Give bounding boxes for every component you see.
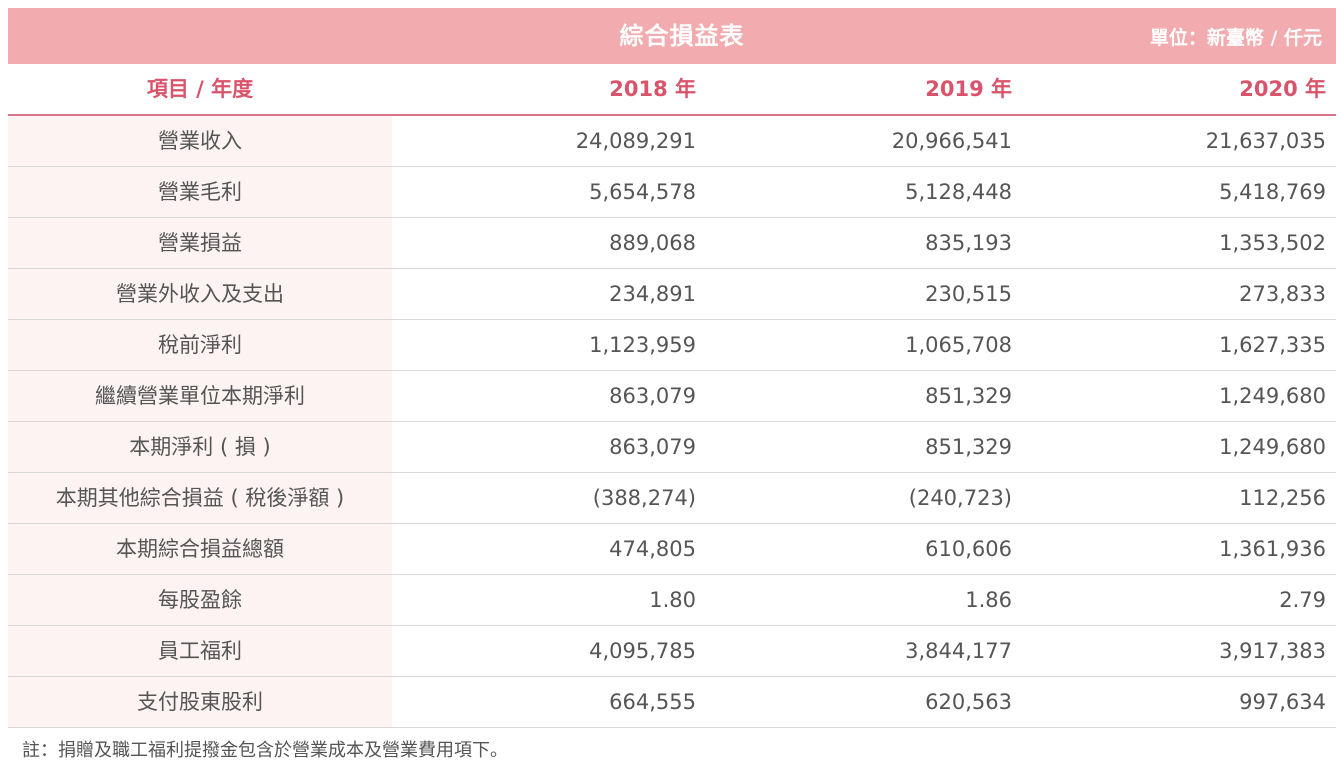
table-title: 綜合損益表 [619, 22, 745, 50]
row-value-2018: 474,805 [609, 537, 696, 561]
table-row: 稅前淨利 1,123,959 1,065,708 1,627,335 [8, 320, 1336, 371]
row-value-2018: 863,079 [609, 384, 696, 408]
row-value-2019: 1,065,708 [905, 333, 1012, 357]
row-item-label: 每股盈餘 [8, 575, 392, 625]
row-item-label: 支付股東股利 [8, 677, 392, 727]
row-value-2020: 112,256 [1239, 486, 1326, 510]
row-value-2018: (388,274) [592, 486, 696, 510]
table-row: 員工福利 4,095,785 3,844,177 3,917,383 [8, 626, 1336, 677]
row-value-2020: 997,634 [1239, 690, 1326, 714]
row-item-label: 本期綜合損益總額 [8, 524, 392, 574]
row-value-2020: 21,637,035 [1205, 129, 1326, 153]
row-value-2020: 1,627,335 [1219, 333, 1326, 357]
table-row: 本期其他綜合損益 ( 稅後淨額 ) (388,274) (240,723) 112,2… [8, 473, 1336, 524]
row-value-2018: 24,089,291 [575, 129, 696, 153]
row-value-2019: 3,844,177 [905, 639, 1012, 663]
row-item-label: 繼續營業單位本期淨利 [8, 371, 392, 421]
row-item-label: 本期其他綜合損益 ( 稅後淨額 ) [8, 473, 392, 523]
row-value-2020: 2.79 [1279, 588, 1326, 612]
row-value-2019: 20,966,541 [891, 129, 1012, 153]
table-row: 支付股東股利 664,555 620,563 997,634 [8, 677, 1336, 728]
table-row: 每股盈餘 1.80 1.86 2.79 [8, 575, 1336, 626]
row-value-2018: 1,123,959 [589, 333, 696, 357]
row-value-2018: 4,095,785 [589, 639, 696, 663]
row-value-2020: 1,249,680 [1219, 435, 1326, 459]
row-value-2020: 5,418,769 [1219, 180, 1326, 204]
row-value-2019: 5,128,448 [905, 180, 1012, 204]
row-value-2019: 610,606 [925, 537, 1012, 561]
row-item-label: 營業收入 [8, 116, 392, 166]
row-value-2019: (240,723) [908, 486, 1012, 510]
footnote: 註：捐贈及職工福利提撥金包含於營業成本及營業費用項下。 [22, 740, 508, 761]
table-title-bar: 綜合損益表 單位：新臺幣 / 仟元 [8, 8, 1336, 64]
row-value-2018: 863,079 [609, 435, 696, 459]
row-value-2019: 851,329 [925, 435, 1012, 459]
table-row: 營業毛利 5,654,578 5,128,448 5,418,769 [8, 167, 1336, 218]
row-value-2019: 620,563 [925, 690, 1012, 714]
row-value-2020: 1,361,936 [1219, 537, 1326, 561]
header-2019: 2019 年 [925, 77, 1012, 101]
row-value-2020: 273,833 [1239, 282, 1326, 306]
header-2020: 2020 年 [1239, 77, 1326, 101]
header-item-year: 項目 / 年度 [146, 77, 254, 101]
header-2018: 2018 年 [609, 77, 696, 101]
table-row: 本期淨利 ( 損 ) 863,079 851,329 1,249,680 [8, 422, 1336, 473]
table-row: 營業損益 889,068 835,193 1,353,502 [8, 218, 1336, 269]
row-item-label: 本期淨利 ( 損 ) [8, 422, 392, 472]
row-value-2018: 234,891 [609, 282, 696, 306]
income-statement-table: 綜合損益表 單位：新臺幣 / 仟元 項目 / 年度 2018 年 2019 年 … [8, 8, 1336, 728]
row-value-2019: 851,329 [925, 384, 1012, 408]
table-row: 營業收入 24,089,291 20,966,541 21,637,035 [8, 116, 1336, 167]
row-item-label: 營業損益 [8, 218, 392, 268]
row-item-label: 營業外收入及支出 [8, 269, 392, 319]
table-row: 本期綜合損益總額 474,805 610,606 1,361,936 [8, 524, 1336, 575]
row-value-2018: 889,068 [609, 231, 696, 255]
row-value-2019: 1.86 [965, 588, 1012, 612]
row-item-label: 稅前淨利 [8, 320, 392, 370]
row-value-2020: 1,353,502 [1219, 231, 1326, 255]
table-row: 營業外收入及支出 234,891 230,515 273,833 [8, 269, 1336, 320]
row-value-2019: 835,193 [925, 231, 1012, 255]
table-row: 繼續營業單位本期淨利 863,079 851,329 1,249,680 [8, 371, 1336, 422]
unit-label: 單位：新臺幣 / 仟元 [1149, 27, 1322, 49]
row-value-2019: 230,515 [925, 282, 1012, 306]
row-value-2018: 5,654,578 [589, 180, 696, 204]
row-value-2018: 664,555 [609, 690, 696, 714]
row-item-label: 員工福利 [8, 626, 392, 676]
table-header-row: 項目 / 年度 2018 年 2019 年 2020 年 [8, 64, 1336, 116]
row-item-label: 營業毛利 [8, 167, 392, 217]
row-value-2020: 1,249,680 [1219, 384, 1326, 408]
row-value-2018: 1.80 [649, 588, 696, 612]
table-body: 營業收入 24,089,291 20,966,541 21,637,035 營業毛利 5,… [8, 116, 1336, 728]
row-value-2020: 3,917,383 [1219, 639, 1326, 663]
